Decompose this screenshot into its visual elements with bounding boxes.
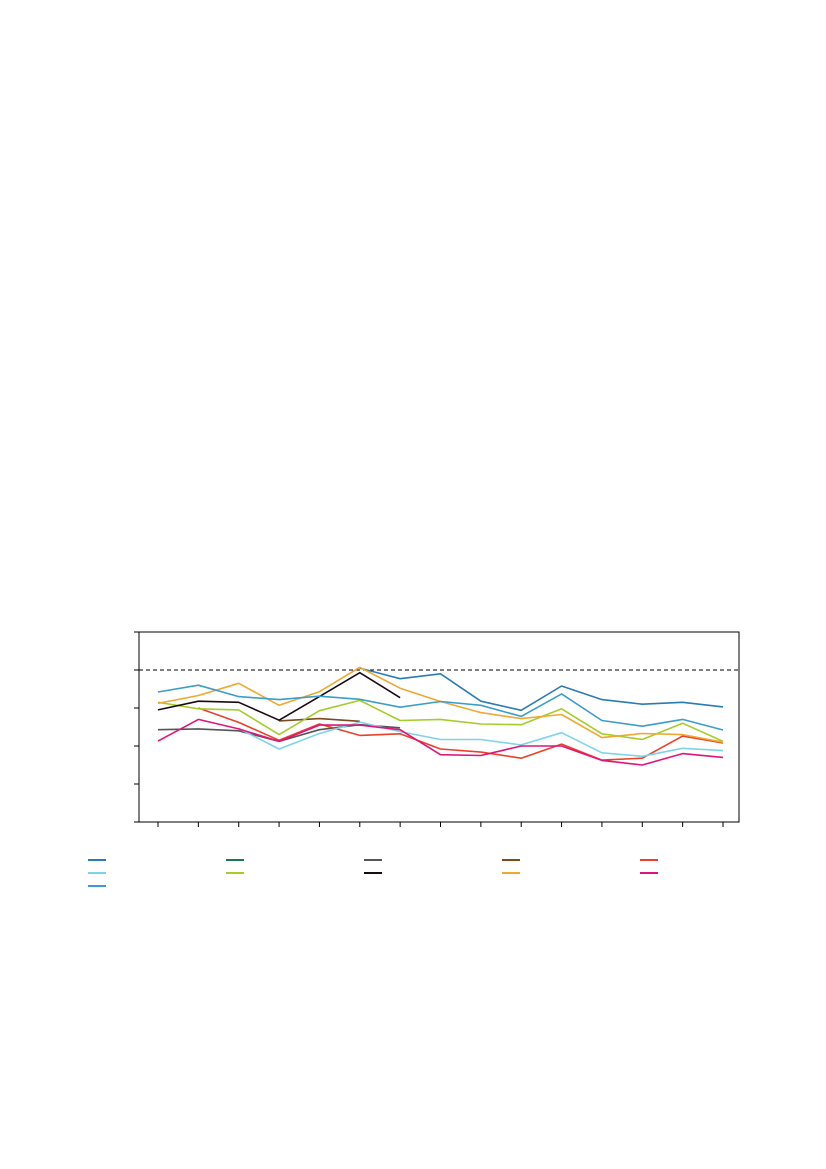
series-line-8 bbox=[157, 671, 401, 721]
legend-swatch bbox=[226, 872, 244, 874]
series-line-11 bbox=[157, 684, 724, 731]
legend-swatch bbox=[640, 872, 658, 874]
series-line-1 bbox=[359, 667, 724, 712]
series-line-3 bbox=[157, 723, 401, 743]
legend-swatch bbox=[640, 859, 658, 861]
legend-swatch bbox=[364, 859, 382, 861]
legend-swatch bbox=[88, 859, 106, 861]
series-line-7 bbox=[157, 699, 724, 743]
legend-swatch bbox=[502, 859, 520, 861]
series-line-4 bbox=[279, 717, 360, 723]
series-line-5 bbox=[198, 707, 724, 761]
plot-area-frame bbox=[138, 631, 740, 823]
legend-swatch bbox=[88, 872, 106, 874]
legend-swatch bbox=[502, 872, 520, 874]
legend-swatch bbox=[88, 885, 106, 887]
series-line-10 bbox=[157, 718, 724, 766]
legend-swatch bbox=[364, 872, 382, 874]
legend-swatch bbox=[226, 859, 244, 861]
series-line-6 bbox=[238, 721, 724, 758]
